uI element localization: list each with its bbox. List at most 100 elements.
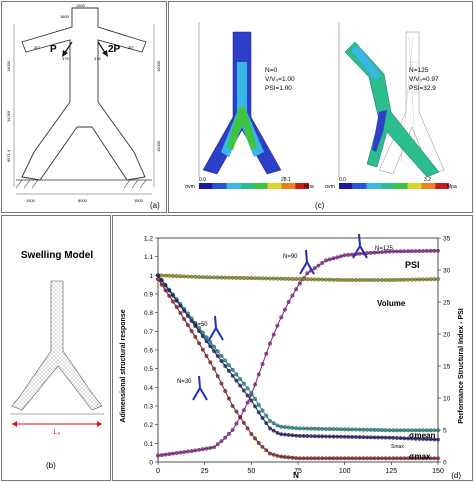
data-point (413, 249, 418, 254)
data-point (185, 274, 190, 279)
right-scale-max: 3.2 (424, 177, 431, 183)
data-point (376, 456, 381, 461)
data-point (383, 428, 388, 433)
data-point (432, 277, 437, 282)
data-point (372, 456, 377, 461)
data-point (309, 277, 314, 282)
data-point (208, 445, 213, 450)
scale-segment (199, 183, 213, 189)
data-point (380, 428, 384, 433)
dim-top-width: 1500 (76, 3, 86, 8)
data-point (320, 434, 325, 439)
data-point (170, 273, 175, 278)
data-point (286, 455, 291, 460)
data-point (170, 299, 175, 304)
data-point (338, 434, 343, 439)
data-point (279, 315, 284, 320)
data-point (436, 437, 440, 442)
smax-annotation: Smax (391, 444, 404, 450)
data-point (219, 353, 224, 358)
data-point (402, 249, 407, 254)
right-mesh-lines (400, 36, 419, 163)
inset-N=30: N=30 (177, 375, 208, 401)
data-point (275, 323, 280, 328)
data-point (387, 456, 392, 461)
data-point (346, 434, 351, 439)
data-point (249, 390, 254, 395)
data-point (297, 277, 302, 282)
data-point (268, 418, 272, 423)
panel-a-geometry: P 2P 1500 1800 14000 16000 30° 30° 375 3… (1, 1, 167, 213)
data-point (324, 427, 328, 431)
data-point (193, 448, 198, 453)
data-point (316, 434, 321, 439)
data-point (268, 426, 272, 431)
data-point (230, 428, 235, 432)
response-chart: 0 25 50 75 100 125 15000.10.20.30.40.50.60.70.… (120, 233, 465, 480)
panel-d-chart: 0 25 50 75 100 125 150 0 0.1 0.2 0.3 0.4 0.5 0.6 0.7 0.… (112, 215, 473, 481)
data-point (342, 434, 347, 439)
dim-arm-right: 16000 (156, 60, 161, 72)
scale-segment (394, 183, 408, 189)
data-point (309, 456, 314, 461)
inset-shape (208, 315, 224, 341)
data-point (219, 275, 224, 280)
y-tick-label: 0.9 (144, 292, 153, 299)
data-point (357, 435, 362, 440)
data-point (394, 277, 399, 282)
data-point (312, 426, 317, 431)
data-point (204, 446, 209, 451)
data-point (204, 275, 209, 280)
data-point (312, 456, 317, 461)
data-point (189, 319, 194, 323)
data-point (391, 456, 396, 461)
data-point (271, 428, 276, 433)
data-point (342, 427, 347, 432)
data-point (174, 274, 179, 279)
sigma-mean-annotation: σmean (409, 431, 435, 440)
data-point (268, 341, 272, 346)
sigma-max-annotation: σmax (409, 452, 431, 461)
data-point (346, 427, 351, 432)
dim-offset-left: 375 (62, 56, 69, 61)
data-point (301, 277, 306, 282)
y-tick-label: 1 (149, 273, 153, 280)
data-point (193, 324, 198, 329)
scale-segment (366, 183, 381, 189)
data-point (335, 255, 340, 260)
data-point (204, 339, 209, 344)
data-point (249, 398, 254, 403)
data-point (208, 344, 213, 349)
data-point (376, 278, 381, 282)
data-point (241, 381, 246, 386)
data-point (353, 427, 358, 432)
volume-annotation: Volume (377, 299, 406, 308)
data-point (234, 409, 239, 414)
series-Volume (156, 273, 440, 282)
data-point (324, 456, 328, 461)
data-point (398, 249, 403, 254)
data-point (215, 374, 220, 379)
dim-base-right: 1500 (134, 198, 144, 203)
data-point (234, 378, 239, 383)
data-point (320, 426, 325, 431)
data-point (223, 389, 228, 394)
y2-tick-label: 30 (443, 268, 451, 275)
data-point (297, 456, 302, 461)
data-point (380, 456, 384, 461)
data-point (417, 277, 422, 282)
data-point (391, 435, 396, 440)
data-point (230, 367, 235, 372)
scale-segment (212, 183, 227, 189)
data-point (331, 427, 336, 432)
data-point (327, 257, 332, 262)
data-point (163, 452, 168, 457)
y2-tick-label: 35 (443, 236, 451, 243)
right-stress-core (372, 110, 387, 152)
data-point (271, 276, 276, 281)
data-point (402, 436, 407, 441)
structure-outline (21, 7, 147, 181)
data-point (230, 373, 235, 378)
data-point (185, 323, 190, 327)
data-point (353, 456, 358, 461)
